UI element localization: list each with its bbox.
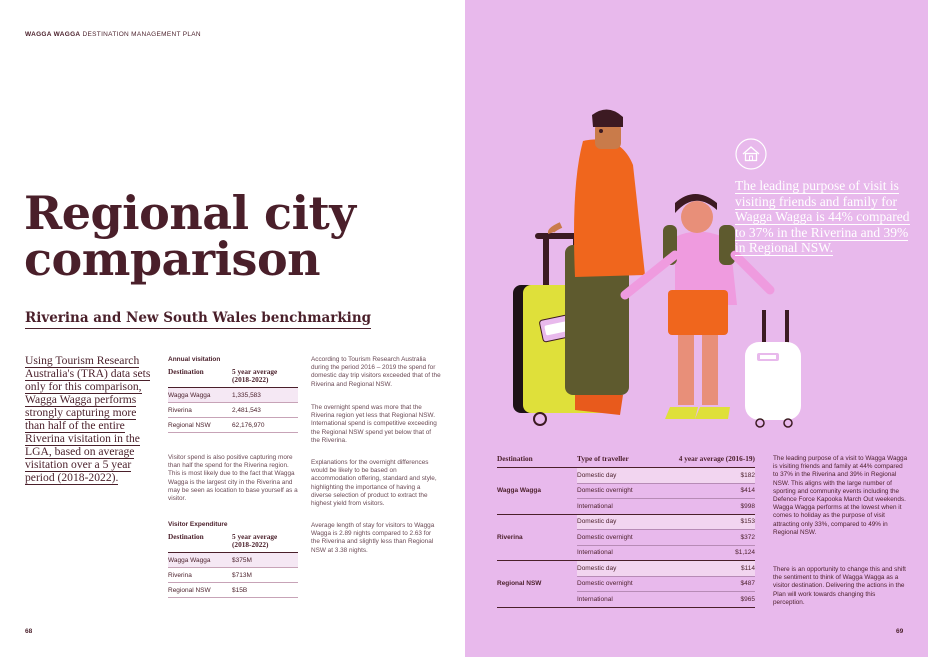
cell-value: $15B xyxy=(232,582,298,598)
cell-type: International xyxy=(577,498,662,515)
cell-value: $998 xyxy=(662,498,755,515)
cell-type: International xyxy=(577,591,662,608)
cell-dest: Wagga Wagga xyxy=(168,552,232,568)
intro-paragraph: Using Tourism Research Australia's (TRA)… xyxy=(25,354,153,485)
table-row: Regional NSW Domestic day $114 xyxy=(497,560,755,608)
cell-value: $1,124 xyxy=(662,545,755,561)
spend-paragraph-2: The overnight spend was more that the Ri… xyxy=(311,404,437,444)
table-row: Domestic overnight $414 xyxy=(497,483,755,499)
visitor-expenditure-title: Visitor Expenditure xyxy=(168,521,228,528)
table-row: Regional NSW $15B xyxy=(168,582,298,598)
cell-value: $372 xyxy=(662,529,755,546)
page-number-right: 69 xyxy=(896,628,904,635)
spend-paragraph-1: According to Tourism Research Australia … xyxy=(311,356,441,388)
table-row: Wagga Wagga $375M xyxy=(168,552,298,568)
header-rest: DESTINATION MANAGEMENT PLAN xyxy=(80,31,201,38)
cell-dest: Riverina xyxy=(168,402,232,418)
cell-value: $965 xyxy=(662,591,755,608)
group-dest: Regional NSW xyxy=(497,560,577,608)
cell-value: 2,481,543 xyxy=(232,402,298,418)
title-line-1: Regional city xyxy=(24,186,356,240)
cell-value: 62,176,970 xyxy=(232,417,298,433)
cell-value: $713M xyxy=(232,567,298,583)
table-row: Wagga Wagga Domestic day $182 xyxy=(497,467,755,515)
cell-value: $375M xyxy=(232,552,298,568)
page-title: Regional city comparison xyxy=(24,190,356,282)
table-row: Domestic overnight $487 xyxy=(497,576,755,592)
opportunity-paragraph: There is an opportunity to change this a… xyxy=(773,566,906,606)
cell-type: Domestic overnight xyxy=(577,529,662,546)
cell-dest: Wagga Wagga xyxy=(168,387,232,403)
table-row: Domestic overnight $372 xyxy=(497,529,755,546)
table-row: International $1,124 xyxy=(497,545,755,561)
pull-quote-text: The leading purpose of visit is visiting… xyxy=(735,178,910,256)
cell-dest: Regional NSW xyxy=(168,417,232,433)
running-header: WAGGA WAGGA DESTINATION MANAGEMENT PLAN xyxy=(25,31,201,38)
group-dest: Wagga Wagga xyxy=(497,467,577,515)
cell-value: $114 xyxy=(662,560,755,577)
cell-value: $414 xyxy=(662,483,755,499)
col-header: 5 year average (2018-2022) xyxy=(232,368,298,388)
cell-type: Domestic day xyxy=(577,560,662,577)
travellers-illustration xyxy=(513,109,801,428)
cell-type: Domestic day xyxy=(577,467,662,484)
spend-by-traveller-table: Destination Type of traveller 4 year ave… xyxy=(497,454,755,608)
table-row: Regional NSW 62,176,970 xyxy=(168,417,298,433)
table-row: International $998 xyxy=(497,498,755,515)
table-row: International $965 xyxy=(497,591,755,608)
annual-visitation-block: Annual visitation Destination 5 year ave… xyxy=(168,356,298,433)
purpose-paragraph: The leading purpose of a visit to Wagga … xyxy=(773,455,908,536)
cell-type: International xyxy=(577,545,662,561)
cell-type: Domestic overnight xyxy=(577,483,662,499)
col-header: Destination xyxy=(497,454,577,468)
spend-paragraph-3: Explanations for the overnight differenc… xyxy=(311,459,437,508)
col-header: 5 year average (2018-2022) xyxy=(232,533,298,553)
table-row: Riverina $713M xyxy=(168,567,298,583)
cell-dest: Regional NSW xyxy=(168,582,232,598)
visitor-expenditure-block: Visitor Expenditure Destination 5 year a… xyxy=(168,521,298,598)
col-header: 4 year average (2016-19) xyxy=(662,454,755,468)
annual-visitation-title: Annual visitation xyxy=(168,356,221,363)
cell-dest: Riverina xyxy=(168,567,232,583)
col-header: Type of traveller xyxy=(577,454,662,468)
group-dest: Riverina xyxy=(497,514,577,561)
visitor-spend-paragraph: Visitor spend is also positive capturing… xyxy=(168,454,298,503)
page-number-left: 68 xyxy=(25,628,33,635)
title-line-2: comparison xyxy=(24,232,321,286)
table-row: Riverina Domestic day $153 xyxy=(497,514,755,561)
pull-quote: The leading purpose of visit is visiting… xyxy=(735,178,910,256)
table-row: Wagga Wagga 1,335,583 xyxy=(168,387,298,403)
table-row: Riverina 2,481,543 xyxy=(168,402,298,418)
cell-type: Domestic overnight xyxy=(577,576,662,592)
cell-type: Domestic day xyxy=(577,514,662,530)
col-header: Destination xyxy=(168,368,232,388)
cell-value: $487 xyxy=(662,576,755,592)
visitor-expenditure-table: Destination 5 year average (2018-2022) W… xyxy=(168,533,298,598)
cell-value: $153 xyxy=(662,514,755,530)
header-bold: WAGGA WAGGA xyxy=(25,31,81,38)
page-left: WAGGA WAGGA DESTINATION MANAGEMENT PLAN … xyxy=(24,31,441,635)
annual-visitation-table: Destination 5 year average (2018-2022) W… xyxy=(168,368,298,433)
intro-text: Using Tourism Research Australia's (TRA)… xyxy=(25,354,151,485)
cell-value: 1,335,583 xyxy=(232,387,298,403)
col-header: Destination xyxy=(168,533,232,553)
spend-paragraph-4: Average length of stay for visitors to W… xyxy=(311,522,435,554)
cell-value: $182 xyxy=(662,467,755,484)
section-subtitle: Riverina and New South Wales benchmarkin… xyxy=(25,310,372,329)
house-icon xyxy=(735,138,767,170)
